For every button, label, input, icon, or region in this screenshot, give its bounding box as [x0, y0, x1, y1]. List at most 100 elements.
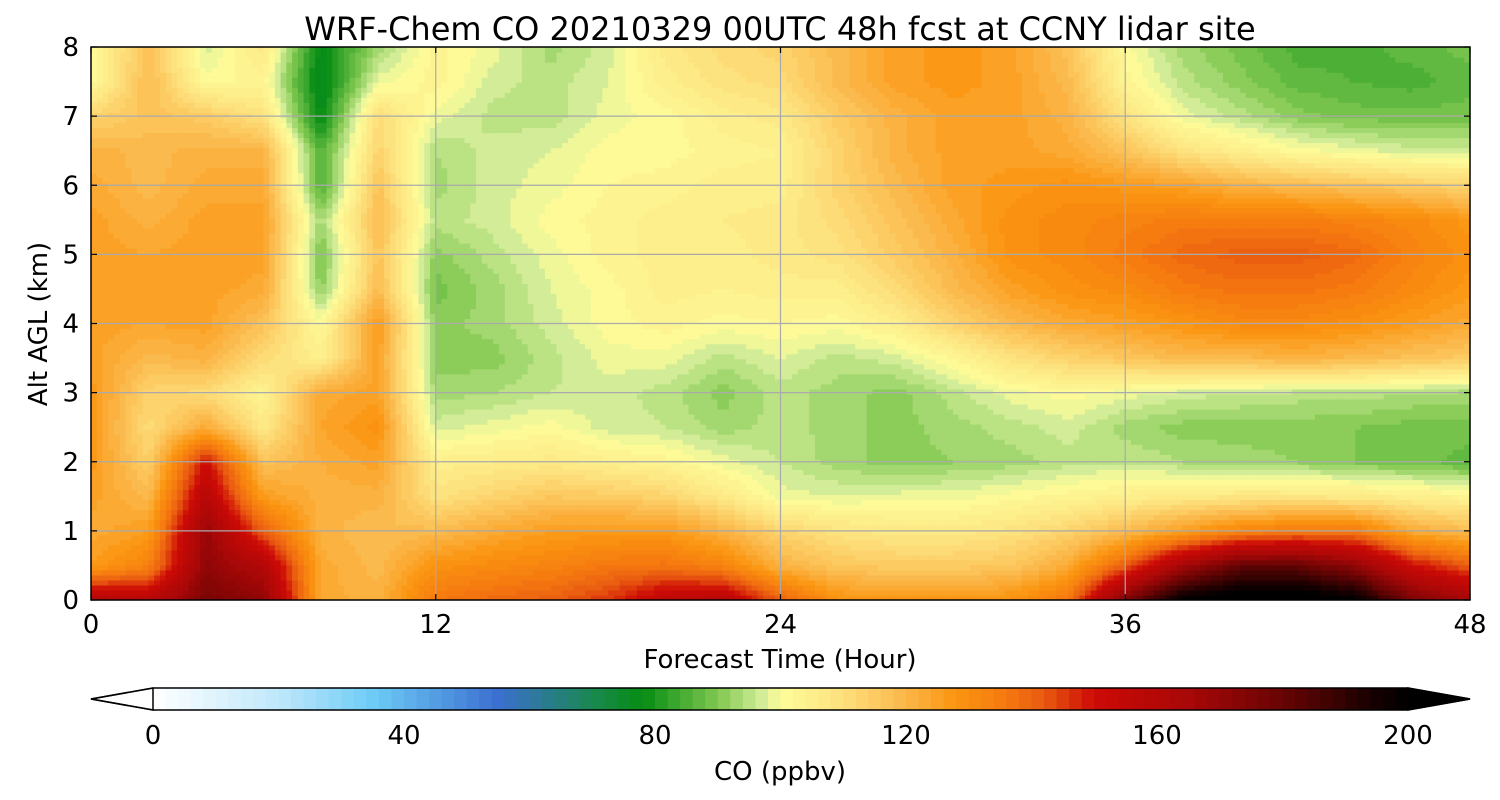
heatmap-cell [1441, 504, 1447, 510]
heatmap-cell [987, 550, 993, 556]
heatmap-cell [723, 550, 729, 556]
heatmap-cell [1407, 520, 1413, 526]
heatmap-cell [1223, 560, 1229, 566]
heatmap-cell [1183, 494, 1189, 500]
heatmap-cell [384, 590, 390, 596]
heatmap-cell [154, 575, 160, 581]
heatmap-cell [522, 535, 528, 541]
heatmap-cell [171, 570, 177, 576]
heatmap-cell [936, 520, 942, 526]
heatmap-cell [1091, 585, 1097, 591]
heatmap-cell [872, 504, 878, 510]
heatmap-cell [436, 515, 442, 521]
heatmap-cell [240, 504, 246, 510]
heatmap-cell [758, 555, 764, 561]
heatmap-cell [936, 550, 942, 556]
heatmap-cell [1332, 585, 1338, 591]
heatmap-cell [976, 590, 982, 596]
heatmap-cell [1292, 580, 1298, 586]
heatmap-cell [327, 535, 333, 541]
heatmap-cell [1016, 550, 1022, 556]
heatmap-cell [1033, 565, 1039, 571]
heatmap-cell [1436, 575, 1442, 581]
heatmap-cell [1079, 494, 1085, 500]
heatmap-cell [252, 510, 258, 516]
heatmap-cell [890, 499, 896, 505]
heatmap-cell [533, 535, 539, 541]
heatmap-cell [1372, 565, 1378, 571]
heatmap-cell [378, 535, 384, 541]
heatmap-cell [579, 580, 585, 586]
heatmap-cell [654, 504, 660, 510]
heatmap-cell [1303, 540, 1309, 546]
heatmap-cell [608, 555, 614, 561]
heatmap-cell [298, 545, 304, 551]
heatmap-cell [924, 535, 930, 541]
heatmap-cell [648, 494, 654, 500]
heatmap-cell [522, 550, 528, 556]
heatmap-cell [235, 545, 241, 551]
heatmap-cell [1378, 590, 1384, 596]
heatmap-cell [177, 585, 183, 591]
heatmap-cell [1005, 515, 1011, 521]
heatmap-cell [1206, 494, 1212, 500]
heatmap-cell [315, 550, 321, 556]
heatmap-cell [332, 504, 338, 510]
heatmap-cell [505, 550, 511, 556]
heatmap-cell [1142, 540, 1148, 546]
heatmap-cell [309, 515, 315, 521]
heatmap-cell [953, 565, 959, 571]
heatmap-cell [1188, 535, 1194, 541]
heatmap-cell [689, 570, 695, 576]
heatmap-cell [884, 580, 890, 586]
heatmap-cell [884, 525, 890, 531]
heatmap-cell [585, 510, 591, 516]
heatmap-cell [1177, 515, 1183, 521]
heatmap-cell [689, 520, 695, 526]
heatmap-cell [1338, 520, 1344, 526]
heatmap-cell [1240, 575, 1246, 581]
heatmap-cell [528, 585, 534, 591]
heatmap-cell [1154, 504, 1160, 510]
heatmap-cell [740, 575, 746, 581]
heatmap-cell [970, 540, 976, 546]
heatmap-cell [436, 570, 442, 576]
heatmap-cell [987, 575, 993, 581]
heatmap-cell [758, 494, 764, 500]
heatmap-cell [1062, 565, 1068, 571]
heatmap-cell [729, 590, 735, 596]
heatmap-cell [177, 510, 183, 516]
heatmap-cell [781, 520, 787, 526]
heatmap-cell [620, 525, 626, 531]
heatmap-cell [798, 520, 804, 526]
heatmap-cell [1206, 499, 1212, 505]
heatmap-cell [1280, 565, 1286, 571]
heatmap-cell [562, 515, 568, 521]
heatmap-cell [1298, 520, 1304, 526]
heatmap-cell [419, 540, 425, 546]
heatmap-cell [91, 555, 97, 561]
heatmap-cell [148, 575, 154, 581]
heatmap-cell [568, 545, 574, 551]
heatmap-cell [1056, 494, 1062, 500]
heatmap-cell [487, 580, 493, 586]
heatmap-cell [1114, 580, 1120, 586]
heatmap-cell [361, 555, 367, 561]
heatmap-cell [855, 570, 861, 576]
heatmap-cell [867, 535, 873, 541]
heatmap-cell [1200, 515, 1206, 521]
heatmap-cell [338, 520, 344, 526]
heatmap-cell [1252, 550, 1258, 556]
heatmap-cell [1079, 540, 1085, 546]
heatmap-cell [815, 510, 821, 516]
heatmap-cell [1407, 499, 1413, 505]
heatmap-cell [677, 504, 683, 510]
heatmap-cell [533, 570, 539, 576]
heatmap-cell [240, 499, 246, 505]
heatmap-cell [516, 499, 522, 505]
heatmap-cell [1234, 550, 1240, 556]
heatmap-cell [1016, 540, 1022, 546]
heatmap-cell [258, 580, 264, 586]
heatmap-cell [1361, 540, 1367, 546]
heatmap-cell [1125, 575, 1131, 581]
